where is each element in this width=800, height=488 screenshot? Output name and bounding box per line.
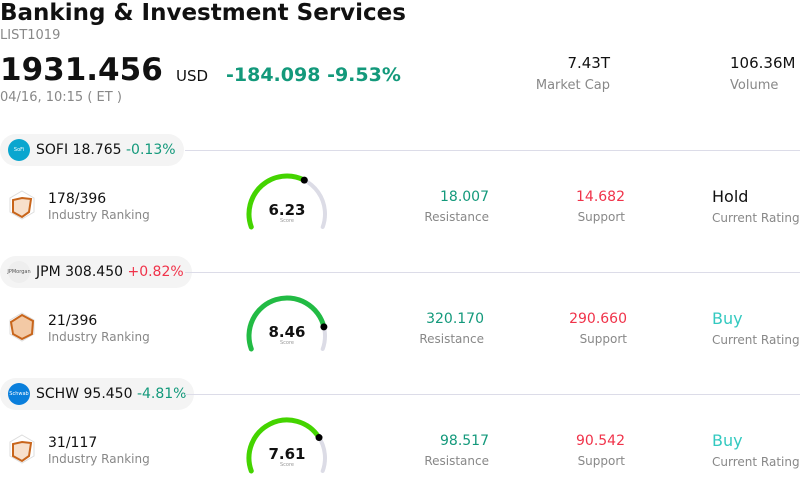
score-value: 6.23 [268, 201, 306, 219]
volume-value: 106.36M [730, 54, 796, 72]
score-label: Score [279, 462, 294, 468]
score-label: Score [279, 218, 294, 224]
score-value: 8.46 [268, 323, 306, 341]
support-label: Support [579, 332, 627, 346]
support-label: Support [577, 210, 625, 224]
stock-change: +0.82% [127, 264, 184, 280]
stock-chip-jpm[interactable]: JPMorgan JPM 308.450 +0.82% [0, 256, 192, 288]
ranking-radar-icon [9, 190, 35, 220]
market-cap-label: Market Cap [535, 78, 610, 93]
resistance-value: 18.007 [440, 189, 489, 205]
support-value: 90.542 [576, 433, 625, 449]
industry-rank: 21/396 [48, 313, 98, 329]
support-value: 14.682 [576, 189, 625, 205]
timestamp: 04/16, 10:15 ( ET ) [0, 90, 122, 105]
current-rating-label: Current Rating [712, 211, 800, 225]
current-rating: Buy [712, 431, 743, 450]
stock-change: -0.13% [126, 142, 176, 158]
stock-change: -4.81% [136, 386, 187, 402]
industry-rank-label: Industry Ranking [48, 208, 150, 222]
company-logo-icon: JPMorgan [7, 261, 31, 283]
score-label: Score [279, 340, 294, 346]
support-label: Support [577, 454, 625, 468]
market-cap-value: 7.43T [567, 54, 610, 72]
list-code: LIST1019 [0, 28, 61, 43]
support-value: 290.660 [569, 311, 627, 327]
ticker: SOFI [36, 142, 69, 158]
resistance-label: Resistance [424, 454, 489, 468]
resistance-label: Resistance [424, 210, 489, 224]
gauge-marker [315, 434, 323, 442]
industry-rank-label: Industry Ranking [48, 452, 150, 466]
divider [185, 272, 800, 273]
index-price: 1931.456 [0, 52, 163, 88]
page-title: Banking & Investment Services [0, 0, 406, 26]
resistance-value: 320.170 [426, 311, 484, 327]
current-rating-label: Current Rating [712, 455, 800, 469]
ranking-radar-icon [9, 312, 35, 342]
stock-price: 18.765 [72, 142, 122, 158]
current-rating-label: Current Rating [712, 333, 800, 347]
resistance-value: 98.517 [440, 433, 489, 449]
divider [185, 394, 800, 395]
change-value: -184.098 [226, 64, 321, 86]
resistance-label: Resistance [419, 332, 484, 346]
divider [185, 150, 800, 151]
ticker: JPM [36, 264, 61, 280]
index-change: -184.098 -9.53% [226, 64, 401, 86]
score-value: 7.61 [268, 445, 306, 463]
gauge-marker [300, 176, 308, 184]
industry-rank: 178/396 [48, 191, 107, 207]
stock-chip-schw[interactable]: Schwab SCHW 95.450 -4.81% [0, 378, 195, 410]
industry-rank-label: Industry Ranking [48, 330, 150, 344]
company-logo-icon: Schwab [8, 383, 30, 405]
stock-price: 95.450 [83, 386, 133, 402]
change-pct: -9.53% [327, 64, 401, 86]
currency: USD [176, 67, 209, 85]
current-rating: Buy [712, 309, 743, 328]
ranking-radar-icon [9, 434, 35, 464]
stock-chip-sofi[interactable]: SoFi SOFI 18.765 -0.13% [0, 134, 184, 166]
current-rating: Hold [712, 187, 749, 206]
industry-rank: 31/117 [48, 435, 98, 451]
company-logo-icon: SoFi [8, 139, 30, 161]
volume-label: Volume [730, 78, 779, 93]
ticker: SCHW [36, 386, 80, 402]
stock-price: 308.450 [65, 264, 124, 280]
